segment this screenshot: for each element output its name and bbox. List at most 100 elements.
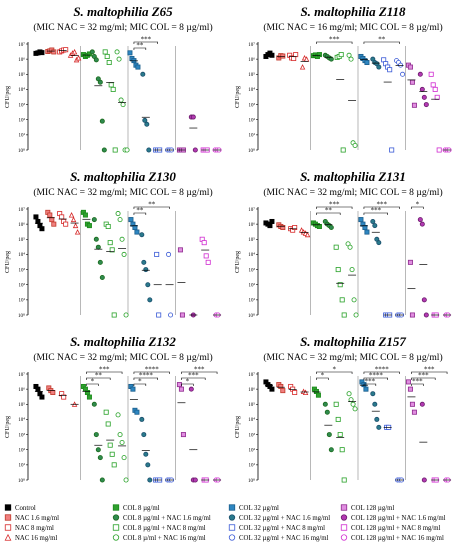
y-tick-label: 10⁵ (18, 402, 25, 408)
y-tick-label: 10⁴ (18, 87, 25, 93)
data-point (372, 401, 378, 407)
data-point (333, 401, 339, 407)
significance-label: *** (418, 372, 429, 380)
data-point (59, 214, 65, 220)
data-point (93, 236, 99, 242)
data-point (324, 409, 330, 415)
legend-label: COL 8 µg/ml (123, 505, 160, 512)
legend: Control COL 8 µg/ml COL 32 µg/ml COL 128 µg… (4, 504, 446, 542)
data-point (326, 432, 332, 438)
significance-bracket (363, 206, 400, 209)
significance-label: * (138, 378, 142, 386)
data-point (156, 312, 162, 318)
data-point (203, 253, 209, 259)
significance-bracket (133, 206, 170, 209)
data-point (292, 225, 298, 231)
data-point (95, 447, 101, 453)
data-point (93, 432, 99, 438)
data-point (102, 49, 108, 55)
data-point (370, 218, 376, 224)
legend-marker (228, 524, 236, 531)
significance-bracket (316, 41, 353, 44)
data-point (280, 53, 286, 59)
y-tick-label: 10² (19, 448, 26, 454)
y-axis-label: CFU/peg (5, 86, 11, 108)
y-tick-label: 10⁵ (18, 72, 25, 78)
panel-title: S. maltophilia Z130 (70, 169, 176, 184)
panel-subtitle: (MIC NAC = 16 mg/ml; MIC COL = 8 µg/ml) (263, 22, 442, 33)
data-point (121, 455, 127, 461)
data-point (428, 71, 434, 77)
significance-label: ** (325, 207, 333, 215)
data-point (269, 386, 275, 392)
data-point (86, 394, 92, 400)
data-point (315, 392, 321, 398)
significance-bracket (133, 41, 158, 44)
legend-marker (340, 534, 348, 541)
legend-marker (112, 514, 120, 521)
data-point (364, 60, 370, 66)
data-point (374, 416, 380, 422)
data-point (188, 386, 194, 392)
data-point (166, 251, 172, 257)
y-tick-label: 10³ (249, 432, 256, 438)
y-tick-label: 10³ (249, 102, 256, 108)
data-point (75, 54, 82, 61)
panel-subtitle: (MIC NAC = 32 mg/ml; MIC COL = 8 µg/ml) (263, 187, 442, 198)
y-tick-label: 10¹ (19, 298, 26, 304)
significance-label: *** (377, 201, 388, 209)
significance-bracket (316, 206, 353, 209)
y-tick-label: 10⁰ (18, 478, 25, 484)
y-tick-label: 10⁴ (248, 252, 255, 258)
data-point (35, 386, 41, 392)
data-point (63, 47, 69, 53)
data-point (107, 240, 113, 246)
significance-bracket (181, 377, 206, 380)
data-point (293, 52, 299, 58)
chart-panel: S. maltophilia Z130 (MIC NAC = 32 mg/ml; … (5, 169, 222, 319)
data-point (123, 477, 129, 483)
data-point (339, 447, 345, 453)
significance-bracket (316, 212, 341, 215)
data-point (134, 409, 140, 415)
data-point (205, 259, 211, 265)
significance-label: ** (148, 201, 156, 209)
y-tick-label: 10⁴ (18, 417, 25, 423)
data-point (99, 118, 105, 124)
y-tick-label: 10⁰ (248, 148, 255, 154)
data-point (335, 267, 341, 273)
significance-label: *** (412, 378, 423, 386)
panel-title: S. maltophilia Z157 (300, 334, 406, 349)
data-point (364, 229, 370, 235)
data-point (421, 94, 427, 100)
data-point (434, 94, 440, 100)
chart-panel: S. maltophilia Z131 (MIC NAC = 32 mg/ml; … (235, 169, 452, 319)
panel-title: S. maltophilia Z118 (300, 4, 406, 19)
y-tick-label: 10⁵ (248, 402, 255, 408)
data-point (372, 223, 378, 229)
y-tick-label: 10⁷ (248, 372, 255, 378)
data-point (123, 312, 129, 318)
legend-marker (228, 534, 236, 541)
data-point (430, 82, 436, 88)
data-point (117, 217, 123, 223)
data-point (105, 223, 111, 229)
panel-title: S. maltophilia Z65 (73, 4, 173, 19)
data-point (363, 386, 369, 392)
data-point (50, 390, 56, 396)
data-point (423, 312, 429, 318)
y-tick-label: 10² (249, 448, 256, 454)
y-tick-label: 10⁰ (18, 148, 25, 154)
significance-bracket (411, 377, 436, 380)
data-point (97, 455, 103, 461)
y-tick-label: 10⁴ (248, 417, 255, 423)
data-point (115, 211, 121, 217)
y-tick-label: 10¹ (249, 463, 256, 469)
data-point (120, 102, 126, 108)
legend-marker (4, 524, 12, 531)
significance-bracket (133, 371, 170, 374)
y-tick-label: 10⁷ (248, 207, 255, 213)
significance-label: ** (378, 36, 386, 44)
data-point (143, 267, 149, 273)
